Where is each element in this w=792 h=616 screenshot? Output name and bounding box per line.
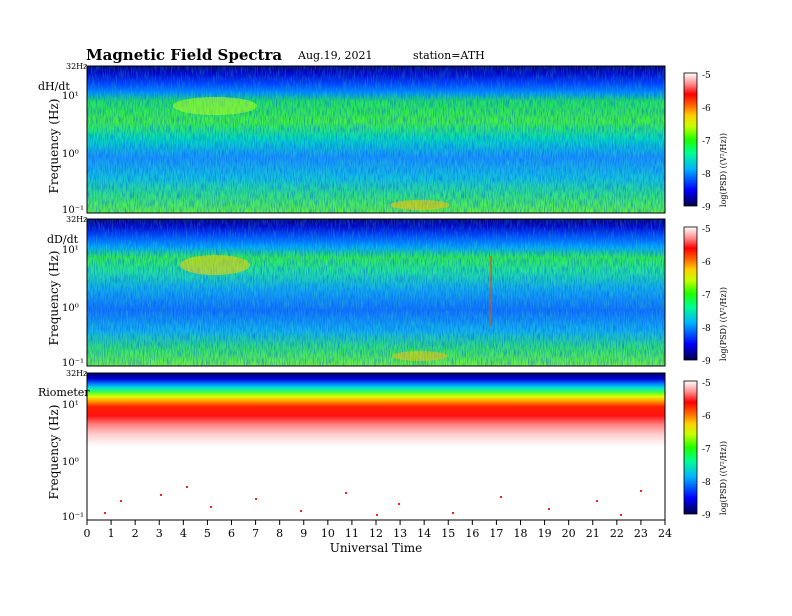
y-tick-label: 10⁰ xyxy=(62,303,79,314)
colorbar-tick: -7 xyxy=(702,291,711,301)
x-tick-label: 22 xyxy=(610,527,624,540)
colorbar-label: log(PSD) ((V²/Hz)) xyxy=(719,133,728,207)
x-tick-label: 10 xyxy=(321,527,335,540)
x-tick-label: 7 xyxy=(252,527,259,540)
y-tick-label: 10¹ xyxy=(62,91,79,102)
panel-frame xyxy=(86,218,666,367)
x-tick-label: 18 xyxy=(514,527,528,540)
x-tick-label: 9 xyxy=(300,527,307,540)
x-tick-label: 6 xyxy=(228,527,235,540)
spectrogram-dd-texture-2 xyxy=(87,219,665,366)
colorbar-tick: -9 xyxy=(702,511,711,521)
colorbar-tick: -7 xyxy=(702,137,711,147)
colorbar-tick: -5 xyxy=(702,225,711,235)
y-tick-label: 10⁻¹ xyxy=(62,205,84,216)
colorbar-gradient xyxy=(683,72,698,207)
x-tick-label: 24 xyxy=(658,527,672,540)
x-tick-label: 15 xyxy=(441,527,455,540)
colorbar-tick: -8 xyxy=(702,324,711,334)
colorbar-tick: -5 xyxy=(702,71,711,81)
x-tick-label: 13 xyxy=(393,527,407,540)
spectrogram-dh-feature xyxy=(390,200,450,210)
colorbar-tick: -5 xyxy=(702,379,711,389)
figure-date: Aug.19, 2021 xyxy=(297,49,373,62)
panel-dd: dD/dt 32Hz 10⁻¹ 10⁰ 10¹ Frequency (Hz) -… xyxy=(47,215,728,369)
spectrogram-riometer-speckle xyxy=(104,486,642,516)
colorbar-tick: -8 xyxy=(702,170,711,180)
x-tick-label: 3 xyxy=(156,527,163,540)
panel-riometer: Riometer 32Hz 10⁻¹ 10⁰ 10¹ Frequency (Hz… xyxy=(38,369,728,523)
colorbar-tick: -9 xyxy=(702,203,711,213)
figure-station: station=ATH xyxy=(413,49,485,62)
y-tick-label: 10⁰ xyxy=(62,457,79,468)
y-top-label: 32Hz xyxy=(66,215,87,224)
x-tick-label: 11 xyxy=(345,527,359,540)
colorbar-label: log(PSD) ((V²/Hz)) xyxy=(719,287,728,361)
y-top-label: 32Hz xyxy=(66,62,87,71)
colorbar-gradient xyxy=(683,380,698,515)
x-tick-label: 8 xyxy=(276,527,283,540)
x-tick-label: 1 xyxy=(108,527,115,540)
panel-dh: dH/dt 32Hz 10⁻¹ 10⁰ 10¹ Frequency (Hz) -… xyxy=(38,62,728,216)
y-tick-label: 10⁰ xyxy=(62,149,79,160)
panel-frame xyxy=(86,65,666,214)
x-tick-label: 17 xyxy=(489,527,503,540)
panel-label-dh: dH/dt xyxy=(38,80,70,93)
colorbar-tick: -6 xyxy=(702,258,711,268)
colorbar-riometer: -5 -6 -7 -8 -9 log(PSD) ((V²/Hz)) xyxy=(683,379,728,521)
spectrogram-dd-feature xyxy=(392,351,448,361)
colorbar-tick: -6 xyxy=(702,104,711,114)
x-tick-label: 4 xyxy=(180,527,187,540)
x-tick-label: 20 xyxy=(562,527,576,540)
x-tick-label: 14 xyxy=(417,527,431,540)
y-tick-label: 10¹ xyxy=(62,245,79,256)
x-axis-label: Universal Time xyxy=(330,541,423,555)
y-axis-label: Frequency (Hz) xyxy=(47,99,61,194)
y-tick-label: 10⁻¹ xyxy=(62,358,84,369)
colorbar-tick: -9 xyxy=(702,357,711,367)
y-axis-label: Frequency (Hz) xyxy=(47,251,61,346)
colorbar-label: log(PSD) ((V²/Hz)) xyxy=(719,441,728,515)
x-tick-label: 21 xyxy=(586,527,600,540)
spectrogram-dh-feature xyxy=(173,97,257,115)
colorbar-dd: -5 -6 -7 -8 -9 log(PSD) ((V²/Hz)) xyxy=(683,225,728,367)
panel-label-dd: dD/dt xyxy=(47,233,79,246)
panel-label-riometer: Riometer xyxy=(38,386,90,399)
x-tick-label: 23 xyxy=(634,527,648,540)
spectrogram-riometer xyxy=(87,373,665,520)
x-tick-label: 2 xyxy=(132,527,139,540)
figure-title: Magnetic Field Spectra xyxy=(86,46,282,64)
spectrogram-dd-feature xyxy=(180,255,250,275)
y-axis-label: Frequency (Hz) xyxy=(47,405,61,500)
colorbar-tick: -8 xyxy=(702,478,711,488)
x-axis-ticks: 0 1 2 3 4 5 6 7 8 9 10 11 12 13 14 15 16 17 18 19 20 21 22 23 24 xyxy=(84,520,672,540)
x-tick-label: 16 xyxy=(465,527,479,540)
x-tick-label: 12 xyxy=(369,527,383,540)
x-tick-label: 19 xyxy=(538,527,552,540)
y-top-label: 32Hz xyxy=(66,369,87,378)
y-tick-label: 10⁻¹ xyxy=(62,512,84,523)
colorbar-gradient xyxy=(683,226,698,361)
colorbar-tick: -6 xyxy=(702,412,711,422)
colorbar-tick: -7 xyxy=(702,445,711,455)
x-tick-label: 0 xyxy=(84,527,91,540)
spectrogram-dh-texture-2 xyxy=(87,66,665,213)
y-tick-label: 10¹ xyxy=(62,400,79,411)
colorbar-dh: -5 -6 -7 -8 -9 log(PSD) ((V²/Hz)) xyxy=(683,71,728,213)
x-tick-label: 5 xyxy=(204,527,211,540)
